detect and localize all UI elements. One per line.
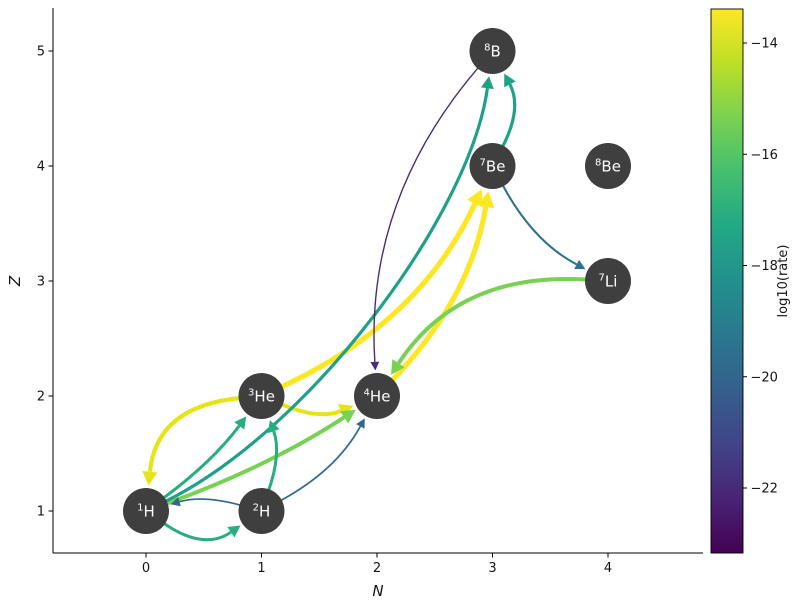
isotope-circle [469,28,516,74]
isotope-label: 4He [364,388,391,406]
colorbar-tick-label: −22 [751,482,778,497]
isotope-circle [354,373,400,419]
y-tick-label: 2 [37,390,45,405]
node-b8: 8B [469,28,516,74]
arrowhead-icon [480,76,494,90]
isotope-circle [123,488,169,534]
edge-curve [396,276,588,365]
x-tick-label: 1 [257,561,265,576]
isotope-label: 1H [137,503,155,521]
isotope-label: 7Li [599,273,618,291]
y-tick-label: 5 [37,45,45,60]
node-be8: 8Be [585,143,631,189]
node-he4: 4He [354,373,400,419]
edge-arrows [142,66,588,542]
x-tick-label: 0 [142,561,150,576]
arrowhead-icon [340,409,356,424]
edge-h2-he4 [279,418,365,502]
node-be7: 7Be [469,143,516,189]
edge-curve [266,430,279,492]
arrowhead-icon [504,73,516,88]
isotope-circle [238,373,285,419]
edge-b8-he4 [370,66,480,371]
edge-h1-b8 [164,76,494,504]
edge-curve [147,395,241,472]
colorbar-tick-label: −14 [751,37,778,52]
colorbar-tick-label: −16 [751,148,778,163]
x-tick-label: 4 [604,561,612,576]
isotope-label: 7Be [480,158,506,176]
edge-li7-he4 [391,276,588,375]
edge-he3-h1 [142,395,241,486]
arrowhead-icon [267,420,280,434]
x-axis-label: N [372,582,383,600]
edge-curve [389,206,489,383]
colorbar-label: log10(rate) [776,245,791,318]
edge-h2-he3 [266,420,280,492]
edge-he4-be7 [389,191,495,383]
edge-curve [164,88,489,504]
axes: 0 1 2 3 4 1 2 3 4 5 [37,8,703,576]
y-tick-label: 1 [37,505,45,520]
edge-be7-li7 [501,184,586,270]
y-axis-label: Z [6,275,24,287]
isotope-label: 3He [248,388,275,406]
edge-curve [165,415,346,506]
arrowhead-icon [234,416,247,430]
arrowhead-icon [227,525,241,538]
edge-he3-be7 [279,189,484,390]
arrowhead-icon [391,359,405,375]
edge-curve [279,426,362,502]
isotope-nodes: 1H 2H 3He 4He 7Li 7Be 8Be 8B [123,28,631,534]
arrowhead-icon [170,497,181,507]
y-tick-label: 3 [37,275,45,290]
isotope-label: 8Be [595,158,621,176]
edge-curve [500,83,517,149]
isotope-label: 8B [484,43,501,61]
arrowhead-icon [142,470,158,486]
arrowhead-icon [574,259,586,270]
edge-curve [279,202,478,390]
edge-curve [161,424,241,500]
x-tick-label: 2 [373,561,381,576]
edge-h2-h1 [170,497,242,507]
edge-curve [501,184,578,266]
isotope-circle [238,488,285,534]
edge-curve [162,521,232,542]
edge-curve [280,402,342,417]
node-li7: 7Li [585,258,631,304]
colorbar: −14 −16 −18 −20 −22 [710,8,778,554]
node-he3: 3He [238,373,285,419]
edge-h1-he4 [165,409,356,506]
isotope-circle [585,143,631,189]
edge-curve [373,66,480,362]
edge-h1-he3 [161,416,247,500]
arrowhead-icon [356,418,365,429]
isotope-label: 2H [253,503,271,521]
colorbar-gradient [710,8,744,554]
node-h2: 2H [238,488,285,534]
node-h1: 1H [123,488,169,534]
x-tick-label: 3 [488,561,496,576]
arrowhead-icon [477,191,495,209]
edge-h1-h2 [162,521,241,542]
edge-be7-b8 [500,73,517,149]
isotope-circle [585,258,631,304]
edge-curve [179,498,242,507]
y-tick-label: 4 [37,160,45,175]
arrowhead-icon [467,189,484,208]
colorbar-tick-label: −20 [751,370,778,385]
colorbar-tick-label: −18 [751,259,778,274]
isotope-circle [469,143,516,189]
arrowhead-icon [370,361,380,371]
